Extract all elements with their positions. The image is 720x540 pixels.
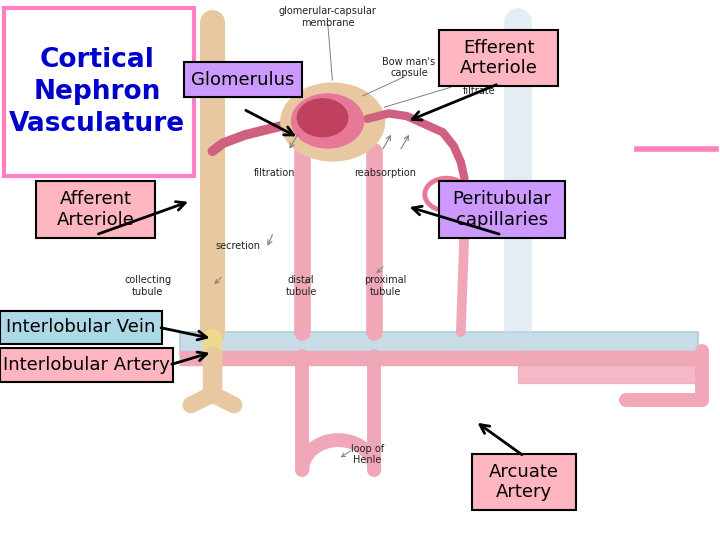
Text: Afferent
Arteriole: Afferent Arteriole	[56, 190, 135, 228]
Text: Cortical
Nephron
Vasculature: Cortical Nephron Vasculature	[9, 47, 185, 137]
Text: filtration: filtration	[254, 168, 296, 178]
Text: secretion: secretion	[215, 241, 260, 251]
Text: loop of
Henle: loop of Henle	[351, 444, 384, 465]
FancyBboxPatch shape	[0, 348, 173, 382]
Text: Efferent
Arteriole: Efferent Arteriole	[459, 39, 538, 77]
FancyBboxPatch shape	[180, 351, 698, 364]
Text: Interlobular Vein: Interlobular Vein	[6, 318, 156, 336]
Text: Bow man's
capsule: Bow man's capsule	[382, 57, 436, 78]
FancyBboxPatch shape	[518, 351, 706, 383]
FancyBboxPatch shape	[36, 181, 155, 238]
FancyBboxPatch shape	[0, 310, 162, 344]
Text: distal
tubule: distal tubule	[285, 275, 317, 297]
Circle shape	[281, 83, 384, 161]
FancyBboxPatch shape	[472, 454, 576, 510]
Text: proximal
tubule: proximal tubule	[364, 275, 406, 297]
Text: reabsorption: reabsorption	[354, 168, 416, 178]
Text: Glomerulus: Glomerulus	[192, 71, 294, 89]
Text: Arcuate
Artery: Arcuate Artery	[489, 463, 559, 501]
Text: collecting
tubule: collecting tubule	[124, 275, 171, 297]
Circle shape	[297, 99, 348, 137]
FancyBboxPatch shape	[184, 62, 302, 97]
FancyBboxPatch shape	[4, 8, 194, 176]
FancyBboxPatch shape	[439, 181, 565, 238]
Text: Peritubular
capillaries: Peritubular capillaries	[453, 190, 552, 228]
Text: glomerular-capsular
membrane: glomerular-capsular membrane	[279, 6, 377, 28]
FancyBboxPatch shape	[439, 30, 558, 86]
Text: Interlobular Artery: Interlobular Artery	[3, 356, 170, 374]
Text: glomerular
filtrate: glomerular filtrate	[452, 75, 505, 96]
FancyBboxPatch shape	[180, 332, 698, 356]
Circle shape	[292, 94, 364, 148]
